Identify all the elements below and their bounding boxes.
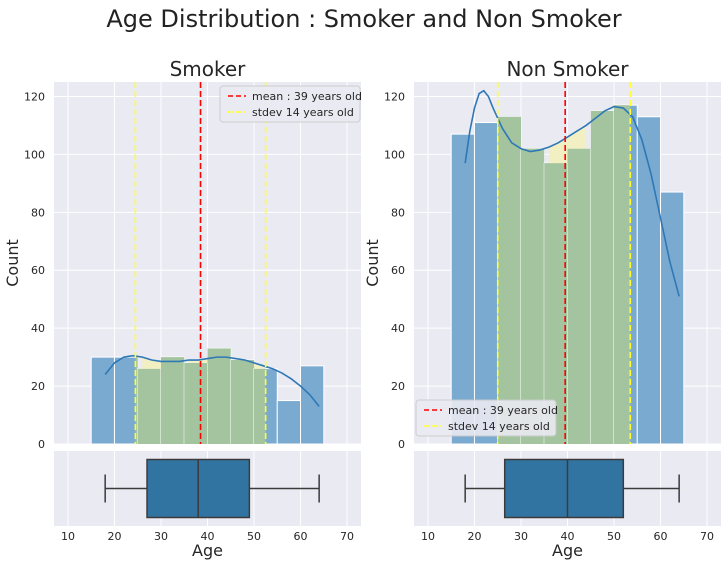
histogram-bar: [660, 191, 685, 445]
x-tick-label: 70: [700, 530, 714, 543]
kde-curve: [464, 89, 680, 297]
legend-mean-label: mean : 39 years old: [252, 90, 362, 103]
x-tick-label: 20: [107, 530, 121, 543]
histogram-bar-stdev-overlap: [544, 163, 568, 444]
x-tick-label: 70: [340, 530, 354, 543]
histogram-bar: [276, 400, 302, 445]
y-tick-label: 0: [38, 438, 45, 451]
legend-stdev-label: stdev 14 years old: [448, 420, 550, 433]
histogram-bar-stdev-overlap: [497, 116, 521, 444]
y-tick-label: 80: [31, 206, 45, 219]
legend-stdev-label: stdev 14 years old: [252, 106, 354, 119]
x-tick-label: 30: [154, 530, 168, 543]
histogram-bar: [473, 122, 499, 445]
x-axis-label: Age: [552, 541, 583, 560]
stdev-band-fill: [567, 125, 587, 149]
box-iqr: [503, 458, 625, 519]
y-tick-label: 120: [384, 90, 405, 103]
non-smoker-panel: 0 20 40 60 80 100 120 mean : 39 years old stdev …: [363, 57, 721, 560]
x-tick-label: 40: [561, 530, 575, 543]
x-tick-label: 20: [467, 530, 481, 543]
histogram-bar: [113, 356, 139, 445]
legend-mean-label: mean : 39 years old: [448, 404, 558, 417]
histogram-bar-stdev-overlap: [184, 362, 208, 444]
smoker-panel: 0 20 40 60 80 100 120 mean : 39 years old stdev …: [3, 57, 362, 560]
y-tick-label: 40: [31, 322, 45, 335]
histogram-bar-stdev-overlap: [137, 368, 161, 444]
stdev-band-fill: [142, 357, 161, 369]
y-tick-label: 20: [31, 380, 45, 393]
panel-title: Non Smoker: [506, 57, 629, 81]
y-axis-label: Count: [363, 239, 382, 287]
histogram-bar-stdev-overlap: [160, 357, 185, 444]
kde-curve: [104, 354, 320, 407]
legend-box: [219, 85, 361, 123]
histogram-bar-stdev-overlap: [230, 360, 255, 444]
histogram-bar: [450, 133, 475, 445]
x-tick-label: 50: [247, 530, 261, 543]
y-tick-label: 40: [391, 322, 405, 335]
x-tick-label: 10: [421, 530, 435, 543]
histogram-bar: [300, 365, 325, 445]
x-tick-label: 60: [294, 530, 308, 543]
y-tick-label: 60: [391, 264, 405, 277]
y-axis-label: Count: [3, 239, 22, 287]
y-tick-label: 80: [391, 206, 405, 219]
histogram-bar-stdev-overlap: [254, 368, 266, 444]
stdev-band-fill: [548, 137, 568, 164]
histogram-bar-stdev-overlap: [207, 348, 231, 444]
y-tick-label: 60: [31, 264, 45, 277]
legend: mean : 39 years old stdev 14 years old: [415, 399, 558, 437]
y-tick-label: 0: [398, 438, 405, 451]
x-tick-label: 30: [514, 530, 528, 543]
y-tick-label: 100: [24, 148, 45, 161]
legend-box: [415, 399, 557, 437]
x-tick-label: 10: [61, 530, 75, 543]
histogram-bar-stdev-overlap: [135, 357, 138, 444]
y-tick-label: 100: [384, 148, 405, 161]
x-axis-label: Age: [192, 541, 223, 560]
histogram-bar-stdev-overlap: [614, 105, 631, 444]
histogram-bar: [90, 356, 115, 445]
histogram-bar-stdev-overlap: [520, 148, 545, 444]
y-tick-label: 120: [24, 90, 45, 103]
y-tick-label: 20: [391, 380, 405, 393]
histogram-bar-stdev-overlap: [567, 148, 591, 444]
legend: mean : 39 years old stdev 14 years old: [219, 85, 362, 123]
histogram-bar-stdev-overlap: [590, 110, 615, 445]
panel-title: Smoker: [170, 57, 247, 81]
x-tick-label: 40: [201, 530, 215, 543]
x-tick-label: 50: [607, 530, 621, 543]
figure-title: Age Distribution : Smoker and Non Smoker: [106, 5, 621, 33]
x-tick-label: 60: [654, 530, 668, 543]
